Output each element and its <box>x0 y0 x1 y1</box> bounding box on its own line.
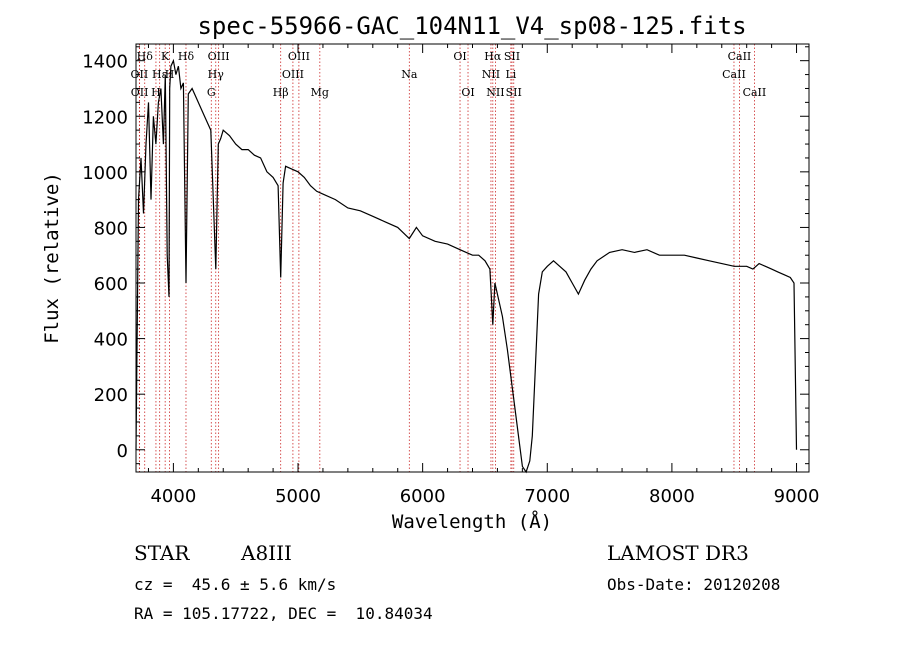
x-axis: 4000 5000 6000 7000 8000 9000 <box>147 44 820 507</box>
y-tick-label: 600 <box>94 274 128 295</box>
line-marker-label: Mg <box>311 86 329 99</box>
redshift-readout: cz = 45.6 ± 5.6 km/s <box>134 575 337 594</box>
y-axis-label: Flux (relative) <box>41 172 63 344</box>
line-marker-label: H <box>165 68 175 81</box>
line-marker-label: OII <box>131 86 149 99</box>
x-tick-label: 4000 <box>150 486 196 507</box>
line-marker-label: K <box>161 50 170 63</box>
line-marker-label: OIII <box>208 50 230 63</box>
y-tick-label: 1400 <box>82 52 128 73</box>
object-subclass: A8III <box>241 541 292 565</box>
chart-title: spec-55966-GAC_104N11_V4_sp08-125.fits <box>197 12 746 40</box>
spectral-line-markers <box>138 44 755 472</box>
spectrum-chart: spec-55966-GAC_104N11_V4_sp08-125.fits H… <box>41 12 820 533</box>
x-axis-label: Wavelength (Å) <box>392 510 552 533</box>
x-tick-label: 5000 <box>275 486 321 507</box>
line-marker-label: OIII <box>288 50 310 63</box>
x-tick-label: 6000 <box>400 486 446 507</box>
line-marker-label: OI <box>461 86 474 99</box>
line-marker-label: NII <box>486 86 504 99</box>
line-marker-label: G <box>207 86 216 99</box>
line-marker-label: H <box>151 86 161 99</box>
x-tick-label: 9000 <box>774 486 820 507</box>
y-tick-label: 0 <box>117 441 128 462</box>
line-marker-label: Na <box>401 68 418 81</box>
y-tick-label: 1200 <box>82 107 128 128</box>
line-marker-label: CaII <box>722 68 746 81</box>
flux-series-line <box>135 58 798 474</box>
line-marker-label: Hδ <box>137 50 154 63</box>
y-tick-label: 400 <box>94 330 128 351</box>
line-marker-label: Li <box>505 68 516 81</box>
line-marker-label: NII <box>482 68 500 81</box>
line-marker-label: Hα <box>484 50 502 63</box>
plot-frame <box>135 43 810 473</box>
observation-date: Obs-Date: 20120208 <box>607 575 781 594</box>
y-tick-label: 800 <box>94 218 128 239</box>
line-marker-label: CaII <box>743 86 767 99</box>
line-marker-label: SII <box>504 50 520 63</box>
x-tick-label: 7000 <box>524 486 570 507</box>
survey-name: LAMOST DR3 <box>607 541 749 565</box>
line-marker-label: SII <box>506 86 522 99</box>
line-marker-label: Hβ <box>273 86 289 99</box>
x-tick-label: 8000 <box>649 486 695 507</box>
line-marker-label: OIII <box>282 68 304 81</box>
line-marker-label: Hδ <box>178 50 195 63</box>
line-marker-label: Hε <box>152 68 168 81</box>
y-tick-label: 1000 <box>82 163 128 184</box>
line-marker-label: Hγ <box>208 68 225 81</box>
y-axis: 0 200 400 600 800 1000 1200 1400 <box>82 46 809 465</box>
line-marker-label: CaII <box>728 50 752 63</box>
coordinates-readout: RA = 105.17722, DEC = 10.84034 <box>134 604 433 623</box>
object-class: STAR <box>134 541 190 565</box>
line-marker-label: OI <box>453 50 466 63</box>
y-tick-label: 200 <box>94 385 128 406</box>
